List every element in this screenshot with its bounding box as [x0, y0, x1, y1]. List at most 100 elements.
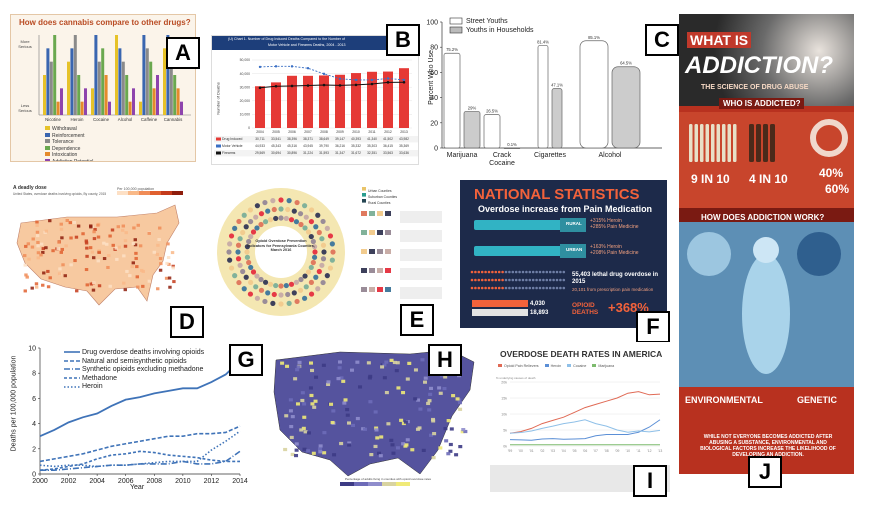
- d-county-cell: [171, 264, 175, 268]
- e-ring-dot: [243, 224, 249, 230]
- d-county-cell: [36, 256, 40, 260]
- c-legend-swatch-household: [449, 26, 463, 34]
- e-grid-label-box: [400, 287, 442, 299]
- e-ring-dot: [244, 244, 251, 250]
- g-ytick: 4: [32, 421, 36, 428]
- f-person-icon: [480, 286, 484, 290]
- e-ring-dot: [232, 225, 238, 231]
- a-bar: [139, 101, 142, 115]
- e-ring-dot: [285, 206, 291, 213]
- f-person-icon: [525, 278, 528, 282]
- d-county-cell: [128, 274, 132, 278]
- e-ring-dot: [316, 229, 322, 236]
- d-county-cell: [48, 276, 52, 280]
- e-ring-dot: [228, 265, 235, 271]
- f-person-icon: [494, 270, 498, 274]
- b-table-row: [214, 136, 418, 143]
- panel-a-title: How does cannabis compare to other drugs…: [19, 18, 191, 27]
- b-table-value: 31,224: [303, 151, 313, 155]
- a-bar: [145, 48, 149, 116]
- h-county-cell: [312, 405, 317, 409]
- h-county-cell: [458, 444, 463, 449]
- d-county-cell: [42, 271, 46, 275]
- panel-b: (U) Chart 1. Number of Drug Induced Deat…: [211, 35, 419, 165]
- d-county-cell: [157, 238, 161, 242]
- h-county-cell: [438, 446, 443, 450]
- b-motor-point: [322, 72, 326, 76]
- e-ring-dot: [320, 256, 327, 262]
- d-county-cell: [85, 246, 89, 250]
- a-legend-item: Dependence: [45, 145, 93, 153]
- h-county-cell: [426, 401, 431, 406]
- d-legend-swatch: [150, 191, 161, 195]
- a-bar: [118, 48, 122, 116]
- d-county-cell: [166, 242, 170, 246]
- d-county-cell: [75, 289, 79, 293]
- d-county-cell: [27, 257, 31, 261]
- h-county-cell: [437, 386, 442, 390]
- d-county-cell: [121, 224, 126, 228]
- h-county-cell: [423, 376, 428, 380]
- h-county-cell: [343, 398, 348, 402]
- b-table-value: 33,541: [271, 137, 281, 141]
- d-county-cell: [26, 242, 31, 246]
- e-ring-dot: [265, 208, 271, 214]
- d-county-cell: [46, 285, 51, 289]
- h-county-cell: [326, 380, 331, 384]
- f-person-icon: [514, 278, 518, 282]
- a-bar: [152, 88, 156, 115]
- j-bottle-icon: [722, 124, 726, 162]
- e-grid-cell: [369, 249, 375, 254]
- e-ring-dot: [308, 279, 315, 286]
- h-county-cell: [306, 449, 311, 453]
- e-ring-dot: [311, 254, 318, 260]
- h-county-cell: [300, 391, 305, 395]
- h-county-cell: [407, 361, 412, 365]
- panel-j-stat3: 40%: [819, 166, 844, 180]
- b-bar: [271, 82, 281, 128]
- e-ring-dot: [227, 241, 233, 247]
- d-county-cell: [122, 254, 126, 258]
- d-county-cell: [130, 265, 134, 269]
- b-firearms-point: [354, 83, 358, 87]
- f-person-icon: [497, 270, 501, 274]
- b-table-value: 39,147: [335, 137, 345, 141]
- d-county-cell: [110, 228, 115, 232]
- b-motor-point: [354, 78, 358, 82]
- d-county-cell: [72, 220, 76, 224]
- f-person-icon: [470, 270, 474, 274]
- panel-j-who: WHO IS ADDICTED?: [719, 98, 805, 109]
- e-ring-dot: [270, 300, 276, 306]
- d-county-cell: [23, 254, 27, 258]
- d-county-cell: [170, 251, 175, 255]
- h-county-cell: [401, 442, 406, 446]
- b-table-value: 45,316: [287, 144, 297, 148]
- f-person-icon: [477, 270, 481, 274]
- d-county-cell: [35, 230, 40, 234]
- e-ring-dot: [294, 298, 300, 305]
- d-county-cell: [93, 228, 97, 232]
- panel-d-map: [16, 191, 183, 306]
- d-county-cell: [102, 241, 106, 245]
- d-county-cell: [24, 273, 28, 277]
- d-county-cell: [30, 245, 35, 249]
- f-person-icon: [542, 286, 545, 290]
- a-bar: [73, 35, 77, 115]
- d-county-cell: [36, 240, 40, 244]
- e-ring-dot: [311, 244, 318, 250]
- h-county-cell: [332, 453, 337, 457]
- d-county-cell: [168, 285, 172, 289]
- h-county-cell: [346, 421, 351, 425]
- b-xtick: 2007: [304, 130, 312, 134]
- i-legend-item: Marijuana: [592, 364, 614, 368]
- d-county-cell: [74, 235, 79, 239]
- h-county-cell: [296, 365, 301, 369]
- b-bar: [319, 75, 329, 128]
- f-person-icon: [491, 278, 494, 282]
- h-county-cell: [302, 415, 307, 419]
- panel-label-d: D: [170, 306, 204, 338]
- h-county-cell: [401, 390, 406, 395]
- g-legend-item: Natural and semisynthetic opioids: [64, 357, 187, 365]
- h-county-cell: [331, 409, 336, 413]
- h-county-cell: [375, 436, 380, 440]
